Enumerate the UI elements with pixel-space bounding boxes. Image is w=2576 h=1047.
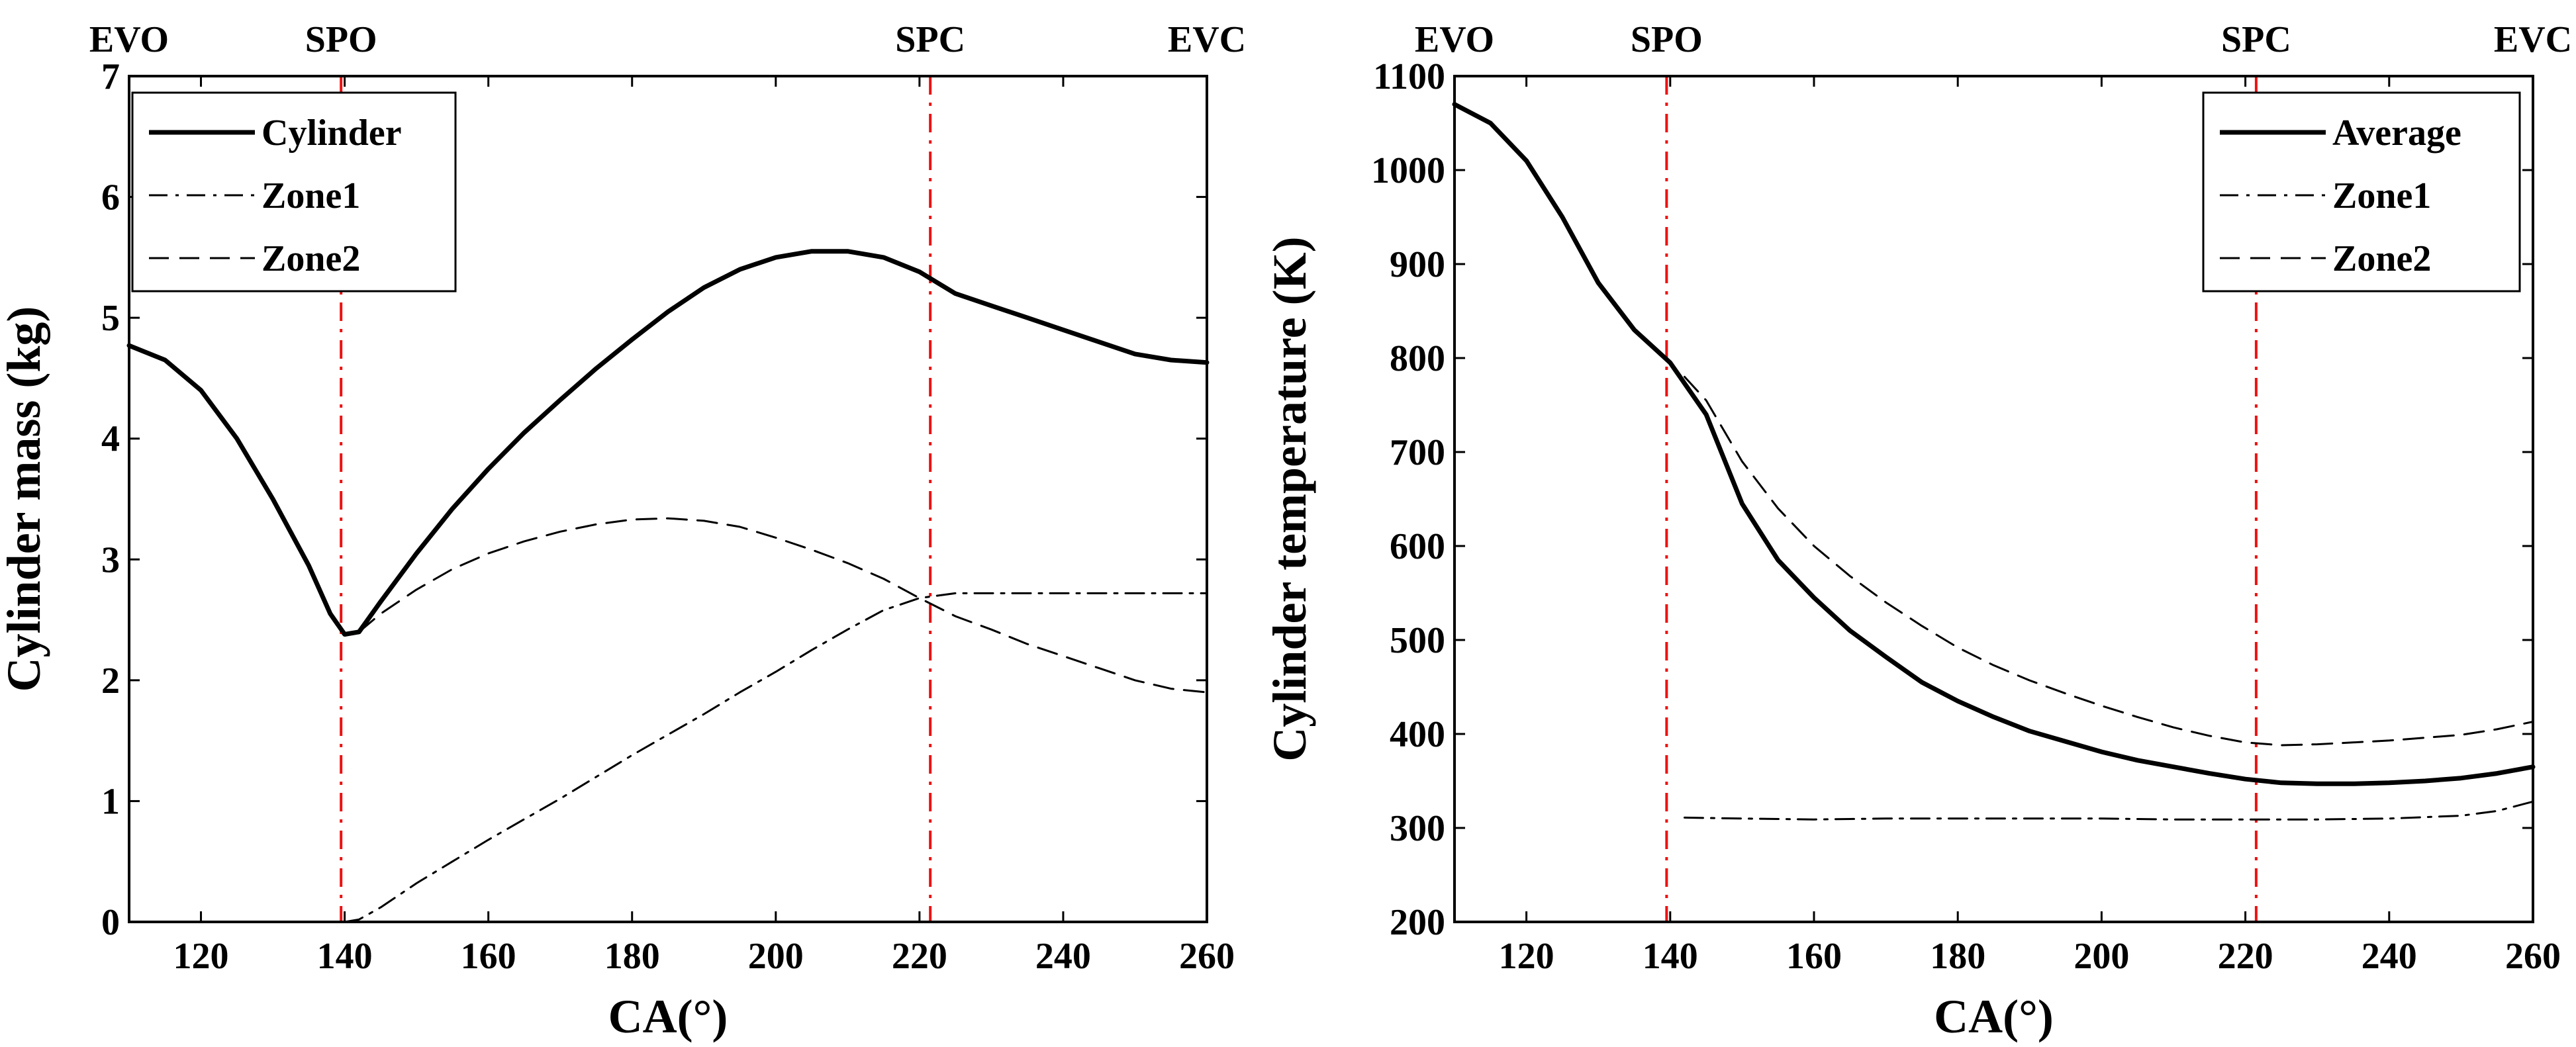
temp-y-axis-label: Cylinder temperature (K) [1263,236,1316,761]
temp-x-tick-label: 120 [1499,936,1554,977]
mass-series-zone2 [358,517,1208,694]
mass-series-cylinder [126,249,1210,637]
mass-series-zone1 [344,592,1208,923]
mass-x-tick-label: 140 [317,936,373,977]
mass-y-tick-label: 7 [101,56,120,97]
mass-y-tick-label: 3 [101,539,120,580]
mass-x-tick-label: 220 [892,936,947,977]
temp-chart: 120 140 160 180 200 220 240 260 200 300 400 500 600 7… [1263,19,2572,1043]
mass-y-tick-label: 6 [101,177,120,218]
temp-x-tick-label: 160 [1786,936,1842,977]
temp-y-tick-label: 500 [1390,620,1445,661]
temp-x-axis-label: CA(°) [1934,990,2054,1043]
temp-y-tick-label: 800 [1390,338,1445,379]
temp-x-tick-label: 240 [2361,936,2417,977]
temp-legend-label-zone1: Zone1 [2332,175,2431,216]
mass-x-axis-label: CA(°) [608,990,728,1043]
mass-event-label-spo: SPO [305,19,377,60]
mass-x-tick-label: 200 [748,936,804,977]
mass-legend: Cylinder Zone1 Zone2 [131,91,457,293]
temp-x-tick-label: 200 [2074,936,2129,977]
temp-legend-label-zone2: Zone2 [2332,238,2431,279]
temp-y-tick-label: 600 [1390,526,1445,567]
mass-legend-label-zone1: Zone1 [262,175,360,216]
mass-x-tick-label: 120 [173,936,229,977]
temp-y-tick-label: 700 [1390,432,1445,473]
mass-x-tick-label: 260 [1179,936,1235,977]
temp-y-tick-label: 300 [1390,808,1445,849]
temp-x-tick-label: 260 [2505,936,2561,977]
mass-y-axis-label: Cylinder mass (kg) [0,306,50,692]
temp-y-tick-label: 400 [1390,714,1445,755]
temp-y-tick-label: 1100 [1373,56,1445,97]
temp-y-tick-label: 900 [1390,244,1445,285]
temp-y-tick-label: 200 [1390,902,1445,943]
temp-axes-frame [1453,75,2534,923]
temp-x-tick-label: 140 [1643,936,1698,977]
mass-legend-label-zone2: Zone2 [262,238,360,279]
mass-y-tick-label: 5 [101,298,120,339]
mass-y-tick-label: 0 [101,902,120,943]
mass-y-tick-label: 2 [101,660,120,702]
mass-event-label-spc: SPC [895,19,965,60]
mass-y-tick-label: 4 [101,419,120,460]
temp-legend-label-average: Average [2332,113,2461,154]
mass-x-tick-label: 160 [461,936,516,977]
mass-axes-frame [128,75,1208,923]
temp-y-tick-label: 1000 [1371,150,1445,191]
temp-event-label-evc: EVC [2494,19,2572,60]
temp-series-average [1452,102,2536,786]
temp-event-label-evo: EVO [1415,19,1494,60]
temp-legend: Average Zone1 Zone2 [2202,91,2521,293]
temp-series-zone1 [1684,800,2534,821]
temp-x-tick-label: 220 [2218,936,2273,977]
mass-event-label-evo: EVO [89,19,169,60]
mass-event-label-evc: EVC [1168,19,1246,60]
temp-x-tick-label: 180 [1930,936,1985,977]
mass-x-tick-label: 240 [1035,936,1091,977]
mass-legend-label-cylinder: Cylinder [262,113,402,154]
mass-y-tick-label: 1 [101,781,120,822]
temp-event-label-spo: SPO [1631,19,1703,60]
temp-event-label-spc: SPC [2221,19,2291,60]
mass-x-tick-label: 180 [604,936,660,977]
temp-series-zone2 [1684,375,2534,747]
